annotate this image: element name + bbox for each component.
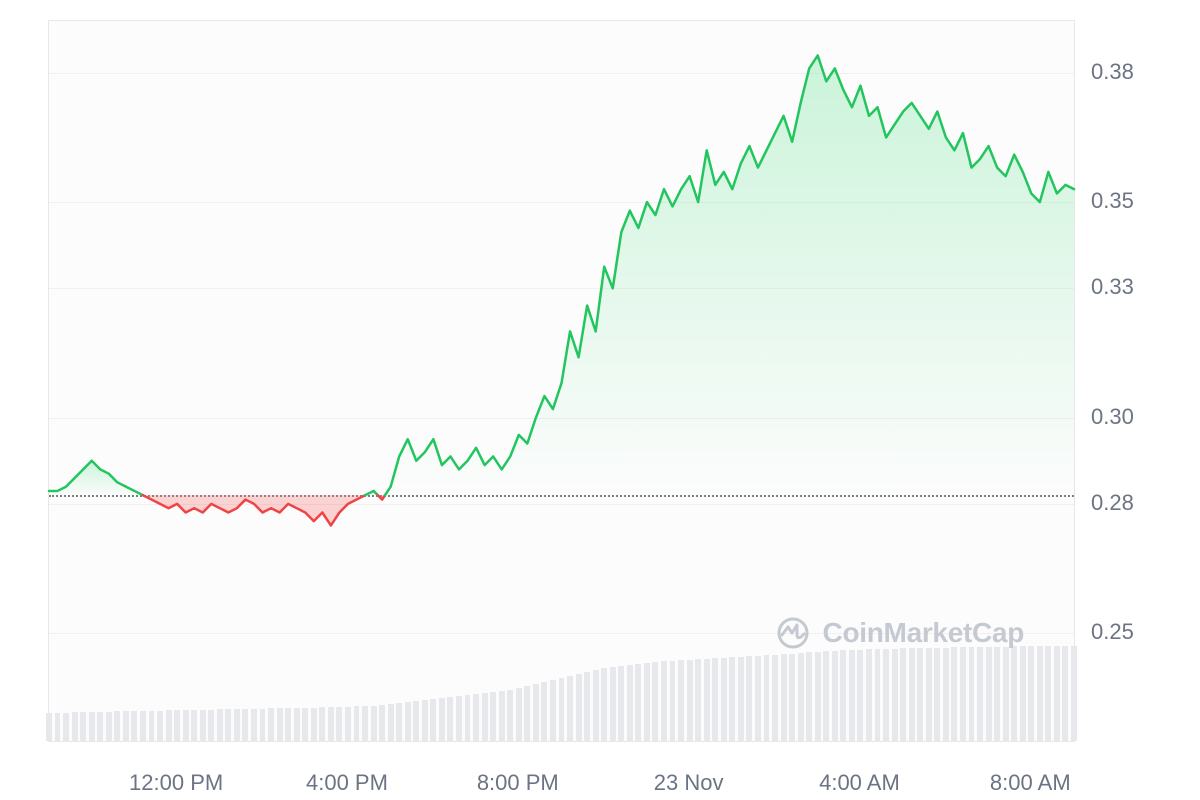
y-tick-label: 0.30 — [1091, 404, 1134, 430]
x-tick-label: 4:00 PM — [306, 770, 388, 796]
x-tick-label: 8:00 PM — [477, 770, 559, 796]
x-tick-label: 12:00 PM — [129, 770, 223, 796]
chart-plot-area[interactable]: CoinMarketCap — [48, 20, 1075, 742]
y-tick-label: 0.35 — [1091, 188, 1134, 214]
y-tick-label: 0.28 — [1091, 490, 1134, 516]
y-tick-label: 0.25 — [1091, 619, 1134, 645]
x-tick-label: 8:00 AM — [990, 770, 1071, 796]
x-tick-label: 4:00 AM — [819, 770, 900, 796]
x-tick-label: 23 Nov — [654, 770, 724, 796]
price-chart-svg — [49, 21, 1074, 741]
price-fill-below — [143, 495, 365, 525]
price-fill-above — [385, 55, 1074, 495]
y-tick-label: 0.33 — [1091, 274, 1134, 300]
chart-container: CoinMarketCap 0.25 0.28 0.30 0.33 0.35 0.38 12… — [0, 0, 1200, 800]
y-tick-label: 0.38 — [1091, 59, 1134, 85]
